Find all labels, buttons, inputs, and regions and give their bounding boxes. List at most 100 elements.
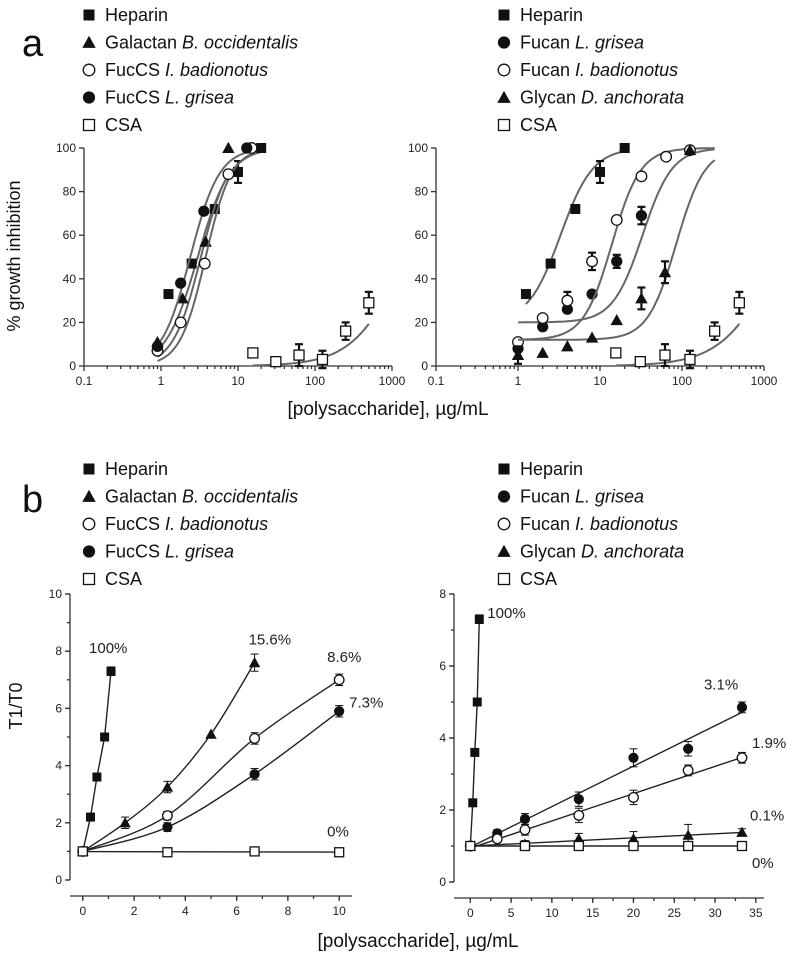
- data-point: [736, 840, 748, 852]
- legend-label: FucCS I. badionotus: [105, 60, 268, 80]
- series-filled-square: [158, 143, 267, 349]
- data-point: [86, 812, 96, 822]
- data-point: [333, 674, 345, 686]
- data-point: [162, 847, 173, 858]
- data-point: [339, 325, 352, 337]
- series-curve: [82, 679, 340, 853]
- legend-label-species: D. anchorata: [581, 88, 684, 108]
- legend-label-name: Glycan: [520, 542, 581, 562]
- series-curve: [158, 151, 262, 349]
- series-curve: [469, 619, 480, 847]
- data-point: [151, 340, 164, 352]
- data-point: [573, 840, 584, 852]
- series-filled-circle: 3.1%: [465, 676, 748, 852]
- y-tick-label: 60: [415, 228, 429, 242]
- series-curve: [156, 170, 232, 358]
- series-curve: [82, 662, 256, 852]
- legend-label: Fucan L. grisea: [520, 33, 644, 53]
- legend-marker-icon: [82, 489, 96, 502]
- legend-label: Heparin: [520, 459, 583, 479]
- legend-marker-icon: [83, 463, 95, 475]
- data-point: [708, 325, 721, 337]
- legend-item: FucCS I. badionotus: [82, 514, 268, 534]
- legend-label: Fucan I. badionotus: [520, 514, 678, 534]
- y-tick-label: 0: [69, 359, 76, 373]
- legend-label: Glycan D. anchorata: [520, 542, 684, 562]
- legend-label-name: Fucan: [520, 33, 575, 53]
- series-percent-label: 15.6%: [249, 632, 292, 649]
- data-point: [248, 656, 261, 668]
- legend-label-species: I. badionotus: [165, 514, 268, 534]
- data-point: [519, 840, 531, 852]
- data-point: [92, 772, 102, 782]
- legend-item: FucCS L. grisea: [82, 542, 234, 562]
- data-point: [573, 809, 585, 821]
- y-tick-label: 0: [55, 873, 62, 887]
- legend-label-name: CSA: [105, 569, 142, 589]
- series-percent-label: 8.6%: [327, 649, 361, 666]
- data-point: [610, 213, 623, 226]
- data-point: [684, 353, 696, 366]
- x-tick-label: 1000: [379, 374, 406, 388]
- series-open-circle: [512, 144, 715, 348]
- data-point: [570, 204, 581, 215]
- x-tick-label: 5: [508, 906, 515, 920]
- legend-marker-icon: [497, 544, 511, 557]
- series-filled-triangle: 15.6%: [77, 632, 291, 856]
- legend-label-name: Heparin: [105, 5, 168, 25]
- series-percent-label: 3.1%: [704, 676, 738, 693]
- legend-marker-icon: [497, 572, 511, 586]
- x-tick-label: 30: [708, 906, 722, 920]
- legend-label: CSA: [520, 569, 557, 589]
- legend-label-species: L. grisea: [165, 542, 234, 562]
- series-curve: [470, 756, 743, 849]
- legend-label-name: Heparin: [105, 459, 168, 479]
- series-curve: [470, 831, 743, 847]
- series-filled-triangle: 0.1%: [464, 807, 784, 851]
- data-point: [627, 833, 640, 844]
- x-tick-label: 35: [749, 906, 763, 920]
- y-tick-label: 40: [415, 272, 429, 286]
- legend-label: Heparin: [105, 459, 168, 479]
- series-open-circle: 8.6%: [77, 649, 361, 857]
- legend-marker-icon: [497, 118, 511, 132]
- legend-item: Heparin: [498, 459, 583, 479]
- legend-label: CSA: [520, 115, 557, 135]
- x-tick-label: 8: [285, 904, 292, 918]
- legend-item: Heparin: [83, 459, 168, 479]
- data-point: [634, 355, 646, 368]
- data-point: [660, 150, 673, 163]
- x-tick-label: 4: [182, 904, 189, 918]
- data-point: [635, 170, 648, 183]
- x-tick-label: 0.1: [76, 374, 93, 388]
- series-filled-circle: [151, 142, 253, 352]
- data-point: [363, 297, 375, 309]
- legend-label-name: CSA: [520, 569, 557, 589]
- legend-marker-icon: [497, 63, 511, 77]
- legend-label-name: CSA: [520, 115, 557, 135]
- y-tick-label: 40: [63, 272, 77, 286]
- legend-marker-icon: [82, 91, 96, 104]
- y-tick-label: 10: [49, 587, 63, 601]
- legend-label-species: B. occidentalis: [182, 33, 298, 53]
- x-tick-label: 10: [593, 374, 607, 388]
- data-point: [561, 340, 574, 352]
- data-point: [174, 316, 187, 329]
- legend-item: Fucan I. badionotus: [497, 514, 678, 534]
- legend-label: Heparin: [520, 5, 583, 25]
- data-point: [736, 752, 748, 764]
- data-point: [519, 813, 531, 825]
- data-point: [162, 821, 173, 833]
- data-point: [241, 142, 253, 154]
- data-point: [561, 294, 574, 307]
- x-axis-label-b: [polysaccharide], µg/mL: [317, 931, 518, 952]
- y-axis-label-b: T1/T0: [6, 682, 26, 729]
- x-tick-label: 6: [233, 904, 240, 918]
- data-point: [470, 747, 480, 757]
- panel-label-a: a: [22, 23, 44, 65]
- legend-item: CSA: [497, 569, 557, 589]
- data-point: [573, 833, 585, 844]
- data-point: [586, 255, 599, 268]
- plot-a-left: 0 20 40 60 80 100 0.1 1 10 100 1000: [56, 141, 406, 388]
